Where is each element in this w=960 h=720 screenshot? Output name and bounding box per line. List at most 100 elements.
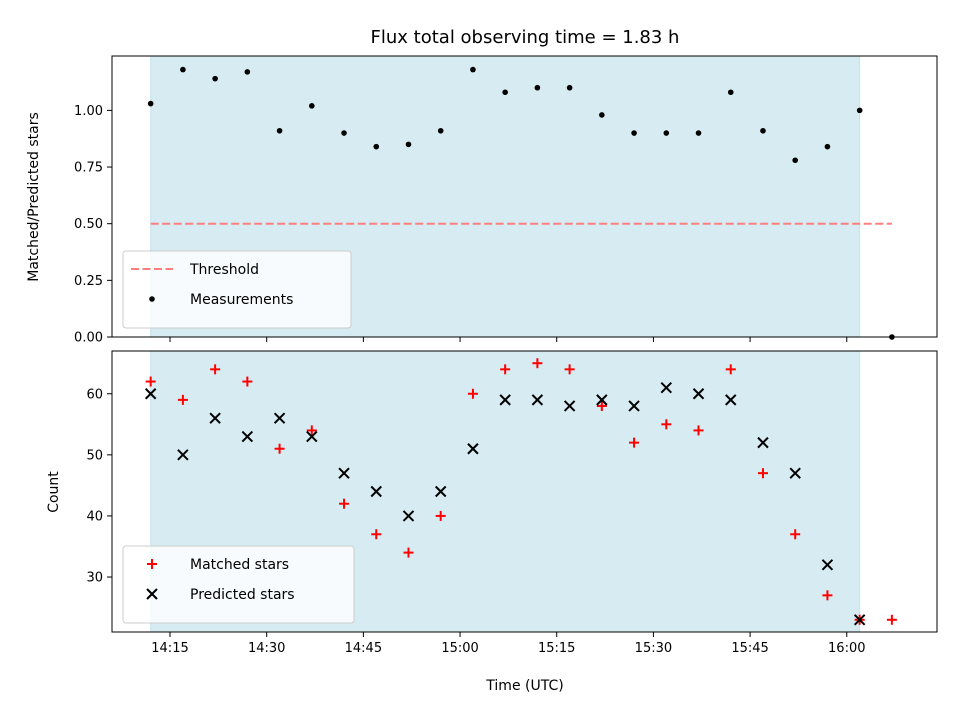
legend-label: Predicted stars: [190, 587, 295, 603]
y-tick-label: 1.00: [74, 104, 103, 119]
measurement-point: [856, 107, 863, 114]
matched-star-point: [725, 364, 736, 375]
matched-star-point: [693, 425, 704, 436]
predicted-star-point: [853, 614, 866, 626]
predicted-star-point: [338, 467, 350, 479]
measurement-point: [566, 84, 573, 91]
matched-star-point: [371, 529, 382, 540]
predicted-star-point: [241, 430, 254, 443]
predicted-star-point: [435, 485, 447, 498]
matched-star-point: [564, 364, 575, 375]
matched-star-point: [435, 510, 446, 521]
legend-predicted-swatch: [146, 588, 158, 600]
x-tick-label: 14:30: [248, 641, 285, 656]
measurement-point: [309, 103, 315, 109]
axes-frame: [111, 350, 938, 633]
measurement-point: [663, 130, 670, 136]
measurement-point: [695, 130, 702, 136]
measurement-point: [631, 130, 637, 136]
measurement-point: [405, 141, 412, 148]
measurement-point: [212, 75, 218, 82]
predicted-star-point: [306, 430, 318, 443]
matched-star-point: [339, 498, 350, 509]
matched-star-point: [886, 614, 897, 625]
x-tick-label: 15:45: [731, 641, 768, 656]
predicted-star-point: [144, 388, 157, 400]
top-y-axis-label: Matched/Predicted stars: [26, 112, 42, 282]
series-measurements: [147, 66, 895, 340]
predicted-star-point: [628, 400, 640, 412]
y-tick-label: 0.75: [74, 161, 103, 176]
measurement-point: [792, 157, 799, 164]
predicted-star-point: [499, 394, 511, 406]
x-tick-label: 14:15: [151, 641, 188, 656]
matched-star-point: [500, 364, 511, 375]
measurement-point: [502, 89, 508, 96]
bottom-panel: 30 40 50 60 14:15 14:30 14:45 15:00 15:15 15:30 15…: [86, 350, 938, 656]
top-panel: 0.00 0.25 0.50 0.75 1.00 Threshold Measurement…: [74, 55, 938, 346]
matched-star-point: [403, 547, 414, 558]
predicted-star-point: [660, 381, 673, 394]
x-tick-label: 16:00: [828, 641, 865, 656]
predicted-star-point: [563, 400, 576, 412]
predicted-star-point: [370, 485, 382, 498]
predicted-star-point: [789, 467, 801, 479]
measurement-point: [470, 66, 476, 73]
predicted-star-point: [467, 443, 479, 455]
axes-frame: [111, 55, 938, 338]
predicted-star-point: [725, 394, 737, 406]
measurement-point: [437, 127, 444, 134]
x-tick-label: 14:45: [345, 641, 382, 656]
y-tick-label: 0.50: [74, 217, 103, 232]
predicted-star-point: [692, 388, 705, 400]
legend-box: [122, 250, 352, 329]
measurement-point: [599, 112, 605, 118]
measurement-point: [760, 127, 766, 134]
predicted-star-point: [402, 510, 415, 522]
matched-star-point: [757, 468, 768, 479]
y-tick-label: 0.00: [74, 331, 103, 346]
measurement-point: [373, 143, 380, 150]
matched-star-point: [177, 394, 188, 405]
matched-star-point: [145, 376, 156, 387]
measurement-point: [147, 100, 154, 107]
y-tick-label: 30: [86, 571, 103, 586]
legend: Threshold Measurements: [122, 250, 352, 329]
matched-star-point: [306, 425, 317, 436]
legend-label: Matched stars: [190, 557, 289, 573]
predicted-star-point: [531, 394, 544, 406]
matched-star-point: [596, 400, 607, 411]
y-tick-label: 0.25: [74, 274, 103, 289]
measurement-point: [534, 84, 541, 91]
matched-star-point: [661, 419, 672, 430]
x-axis-label: Time (UTC): [485, 678, 563, 694]
measurement-point: [276, 127, 283, 134]
predicted-star-point: [821, 559, 834, 571]
x-tick-label: 15:30: [635, 641, 672, 656]
y-tick-label: 60: [86, 387, 103, 402]
chart-title: Flux total observing time = 1.83 h: [371, 27, 680, 48]
predicted-star-point: [273, 412, 286, 424]
measurement-point: [341, 130, 347, 136]
x-tick-label: 15:15: [538, 641, 575, 656]
matched-star-point: [210, 364, 221, 375]
measurement-point: [727, 89, 734, 96]
predicted-star-point: [209, 412, 221, 424]
matched-star-point: [242, 376, 253, 387]
legend-label: Measurements: [190, 292, 293, 308]
predicted-star-point: [757, 436, 769, 449]
y-tick-label: 50: [86, 448, 103, 463]
legend: Matched stars Predicted stars: [122, 545, 355, 624]
bottom-y-axis-label: Count: [46, 471, 62, 513]
matched-star-point: [629, 437, 640, 448]
matched-star-point: [790, 529, 801, 540]
matched-star-point: [822, 590, 833, 601]
measurement-point: [244, 69, 251, 75]
series-predicted-stars: [144, 381, 866, 626]
x-tick-label: 15:00: [441, 641, 478, 656]
matched-star-point: [274, 443, 285, 454]
predicted-star-point: [596, 394, 608, 406]
y-tick-label: 40: [86, 509, 103, 524]
legend-measurement-swatch: [149, 296, 155, 302]
